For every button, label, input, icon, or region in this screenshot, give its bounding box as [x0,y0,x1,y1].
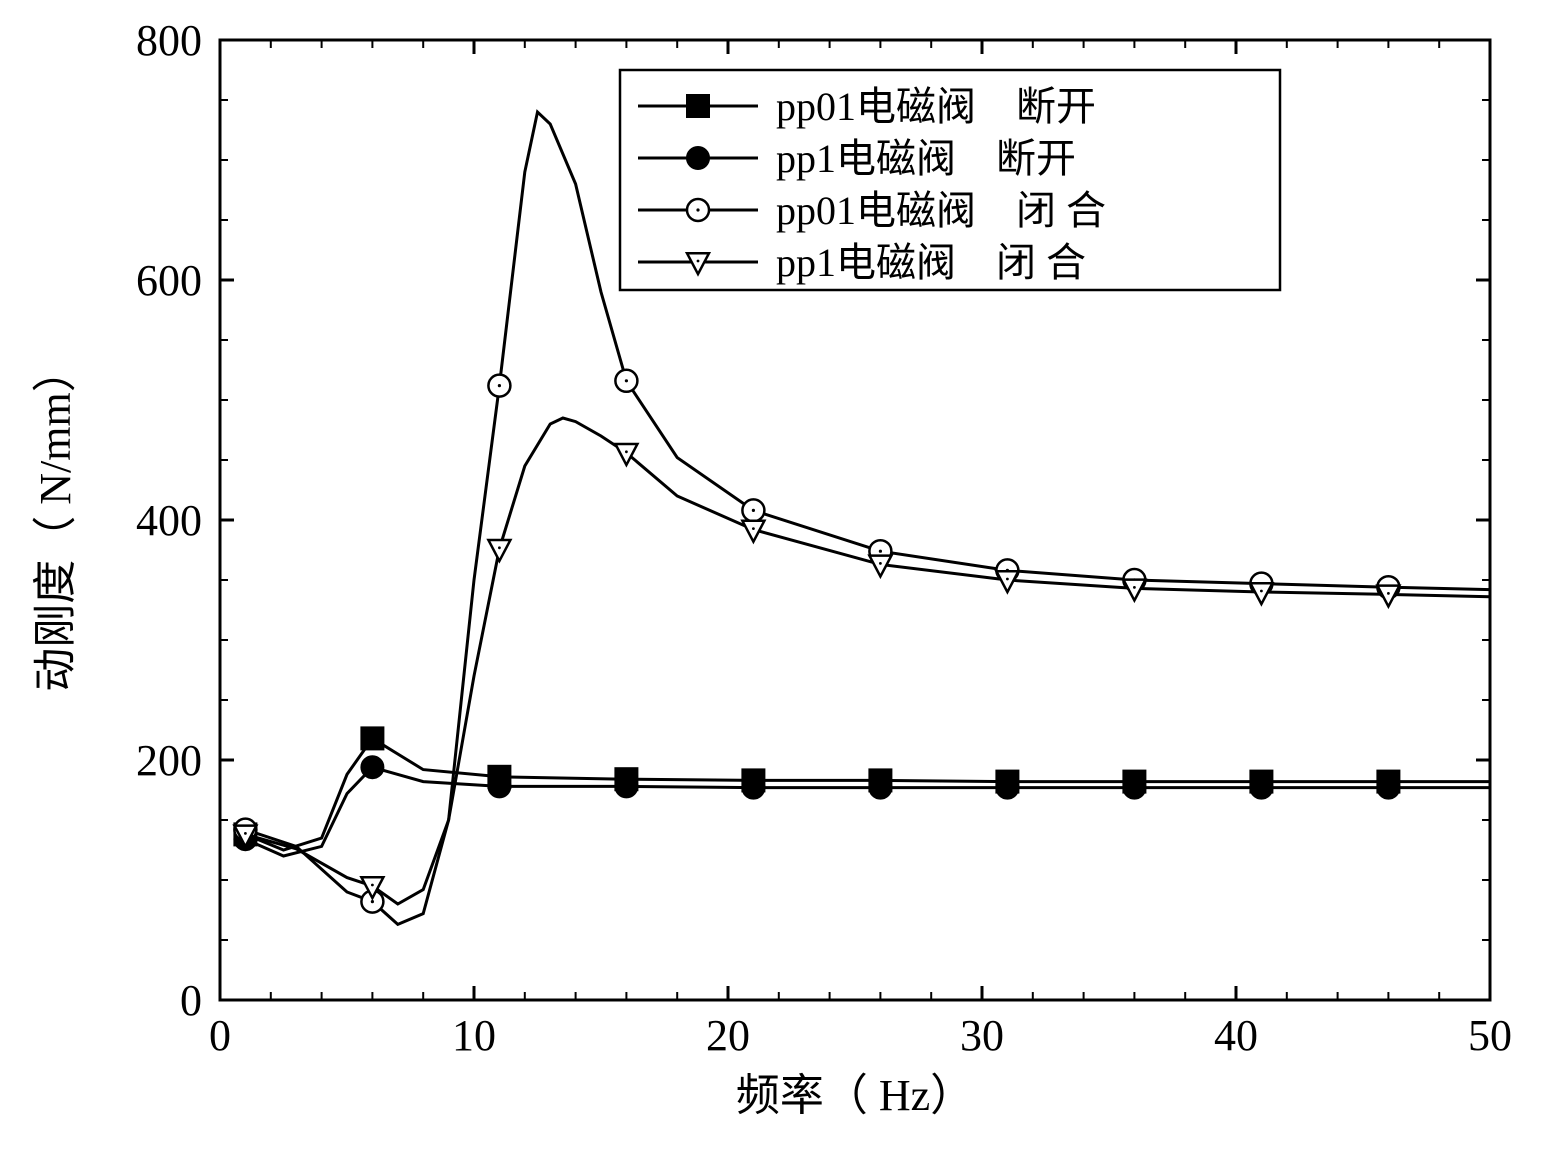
marker-triangle-dot [879,562,882,565]
marker-triangle-dot [752,527,755,530]
y-tick-label: 400 [136,496,202,545]
legend-label: pp1电磁阀 闭 合 [776,240,1086,285]
marker-triangle-dot [498,546,501,549]
marker-circle-filled [361,756,383,778]
x-axis-label: 频率（ Hz） [736,1071,974,1120]
marker-triangle-down [488,540,510,561]
x-tick-label: 30 [960,1011,1004,1060]
marker-circle-filled [869,777,891,799]
y-tick-label: 0 [180,976,202,1025]
stiffness-vs-frequency-chart: 0 10 20 30 40 50 0 200 400 600 800 频率（ Hz） 动刚度（ N/mm… [0,0,1550,1158]
marker-circle-dot [752,509,755,512]
series-pp1_open [234,756,1490,856]
marker-circle-filled [742,777,764,799]
legend: pp01电磁阀 断开 pp1电磁阀 断开 pp01电磁阀 闭 合 pp1电磁阀 闭 合 [620,70,1280,290]
marker-circle-filled [687,147,709,169]
marker-triangle-down [615,444,637,465]
x-tick-label: 10 [452,1011,496,1060]
y-tick-label: 600 [136,256,202,305]
marker-circle-filled [996,777,1018,799]
marker-triangle-dot [1006,578,1009,581]
marker-triangle-dot [1260,590,1263,593]
y-axis-label: 动刚度（ N/mm） [31,348,80,691]
marker-triangle-dot [1133,586,1136,589]
marker-circle-dot [879,550,882,553]
x-tick-label: 50 [1468,1011,1512,1060]
y-tick-label: 800 [136,16,202,65]
marker-triangle-down [1250,583,1272,604]
series-line [245,738,1490,850]
legend-label: pp1电磁阀 断开 [776,136,1076,181]
marker-triangle-dot [371,884,374,887]
legend-label: pp01电磁阀 断开 [776,84,1096,129]
series-line [245,418,1490,904]
marker-triangle-dot [697,260,700,263]
x-tick-label: 0 [209,1011,231,1060]
x-tick-label: 20 [706,1011,750,1060]
series-pp1_closed [234,418,1490,904]
marker-circle-dot [696,208,699,211]
marker-circle-filled [1123,777,1145,799]
y-tick-label: 200 [136,736,202,785]
marker-circle-filled [488,775,510,797]
marker-circle-filled [1250,777,1272,799]
x-tick-label: 40 [1214,1011,1258,1060]
marker-square [687,95,709,117]
marker-circle-dot [498,384,501,387]
marker-circle-filled [1377,777,1399,799]
marker-circle-filled [615,775,637,797]
marker-square [361,727,383,749]
marker-triangle-dot [244,832,247,835]
legend-label: pp01电磁阀 闭 合 [776,188,1106,233]
marker-triangle-dot [625,450,628,453]
marker-circle-dot [625,379,628,382]
marker-triangle-dot [1387,592,1390,595]
